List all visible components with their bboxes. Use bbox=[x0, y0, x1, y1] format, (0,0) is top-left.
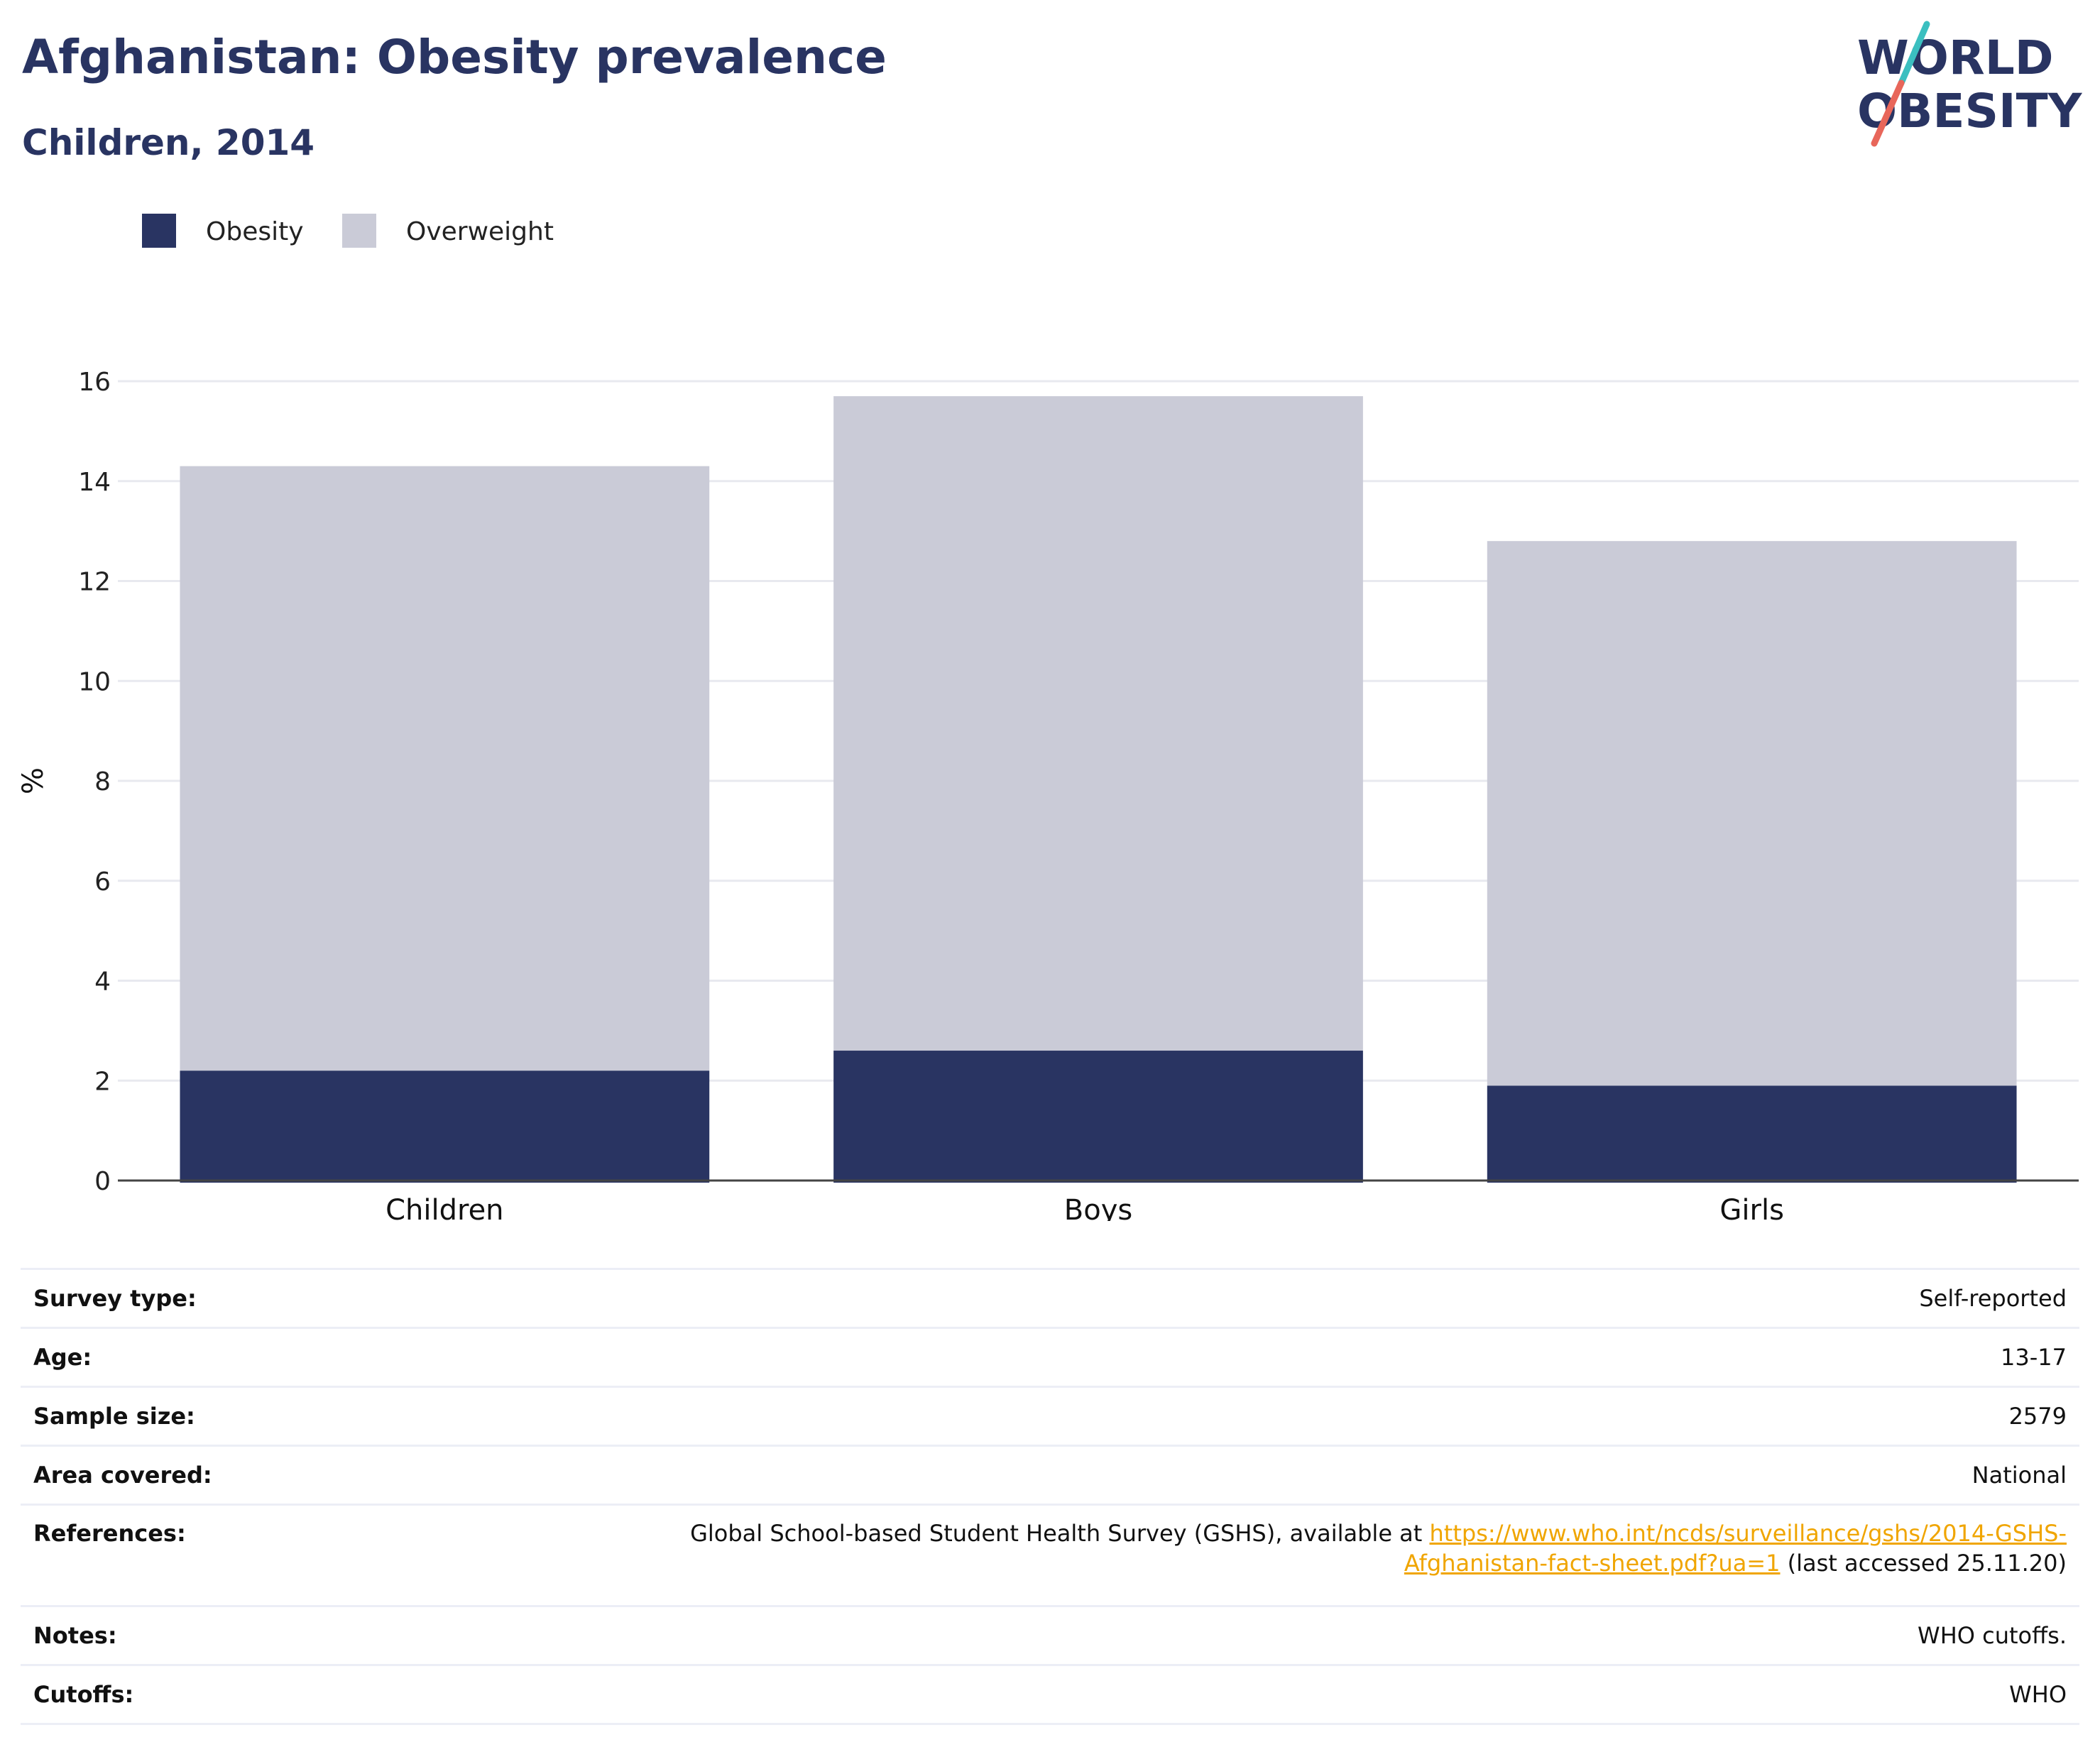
legend: Obesity Overweight bbox=[142, 214, 554, 248]
references-link[interactable]: https://www.who.int/ncds/surveillance/gs… bbox=[1404, 1520, 2067, 1577]
info-row-area-covered: Area covered: National bbox=[21, 1445, 2079, 1505]
references-label: References: bbox=[33, 1520, 186, 1547]
references-text-before: Global School-based Student Health Surve… bbox=[690, 1520, 1430, 1547]
y-axis-title: % bbox=[17, 767, 50, 794]
notes-value: WHO cutoffs. bbox=[1918, 1622, 2067, 1649]
bar-overweight-boys bbox=[833, 396, 1363, 1051]
notes-label: Notes: bbox=[33, 1622, 117, 1649]
info-row-references: References: Global School-based Student … bbox=[21, 1504, 2079, 1606]
info-row-sample-size: Sample size: 2579 bbox=[21, 1386, 2079, 1446]
survey-info-table: Survey type: Self-reported Age: 13-17 Sa… bbox=[21, 1268, 2079, 1725]
y-tick-labels: 0 2 4 6 8 10 12 14 16 bbox=[78, 368, 111, 1196]
legend-label-overweight: Overweight bbox=[406, 217, 554, 246]
legend-swatch-overweight bbox=[342, 214, 376, 248]
y-tick-label: 2 bbox=[94, 1067, 111, 1096]
bar-obesity-children bbox=[180, 1070, 710, 1183]
sample-size-label: Sample size: bbox=[33, 1403, 195, 1430]
stacked-bar-chart: Obesity Overweight 0 2 4 6 8 10 12 14 16 Children… bbox=[17, 214, 2079, 1221]
info-row-notes: Notes: WHO cutoffs. bbox=[21, 1606, 2079, 1665]
x-tick-label-boys: Boys bbox=[1064, 1194, 1132, 1221]
bar-overweight-girls bbox=[1487, 541, 2017, 1086]
y-tick-label: 12 bbox=[78, 568, 111, 597]
cutoffs-value: WHO bbox=[2009, 1681, 2067, 1708]
survey-type-value: Self-reported bbox=[1919, 1285, 2067, 1312]
y-tick-label: 14 bbox=[78, 468, 111, 497]
area-covered-value: National bbox=[1972, 1462, 2067, 1489]
legend-label-obesity: Obesity bbox=[206, 217, 304, 246]
references-link-line2[interactable]: Afghanistan-fact-sheet.pdf?ua=1 bbox=[1404, 1550, 1781, 1577]
info-row-age: Age: 13-17 bbox=[21, 1327, 2079, 1387]
bar-obesity-boys bbox=[833, 1051, 1363, 1183]
sample-size-value: 2579 bbox=[2008, 1403, 2067, 1430]
bar-overweight-children bbox=[180, 466, 710, 1071]
y-tick-label: 4 bbox=[94, 968, 111, 997]
bars bbox=[118, 396, 2079, 1183]
y-tick-label: 16 bbox=[78, 368, 111, 397]
legend-swatch-obesity bbox=[142, 214, 176, 248]
area-covered-label: Area covered: bbox=[33, 1462, 212, 1489]
y-tick-label: 10 bbox=[78, 667, 111, 696]
logo-slash-coral bbox=[1871, 80, 1905, 147]
y-tick-label: 6 bbox=[94, 867, 111, 897]
info-row-survey-type: Survey type: Self-reported bbox=[21, 1269, 2079, 1328]
y-tick-label: 0 bbox=[94, 1167, 111, 1196]
x-tick-labels: Children Boys Girls bbox=[385, 1194, 1784, 1221]
y-tick-label: 8 bbox=[94, 767, 111, 796]
info-row-cutoffs: Cutoffs: WHO bbox=[21, 1665, 2079, 1724]
survey-type-label: Survey type: bbox=[33, 1285, 197, 1312]
chart-title: Afghanistan: Obesity prevalence bbox=[22, 30, 887, 84]
age-value: 13-17 bbox=[2001, 1344, 2067, 1371]
bar-obesity-girls bbox=[1487, 1085, 2017, 1183]
x-tick-label-children: Children bbox=[385, 1194, 503, 1221]
references-text-after: (last accessed 25.11.20) bbox=[1780, 1550, 2067, 1577]
logo-slash-teal bbox=[1898, 21, 1930, 87]
references-link-line1[interactable]: https://www.who.int/ncds/surveillance/gs… bbox=[1429, 1520, 2067, 1547]
logo-line1: WORLD bbox=[1857, 31, 2054, 85]
cutoffs-label: Cutoffs: bbox=[33, 1681, 134, 1708]
world-obesity-logo: WORLD OBESITY bbox=[1857, 21, 2083, 147]
age-label: Age: bbox=[33, 1344, 92, 1371]
chart-subtitle: Children, 2014 bbox=[22, 122, 315, 163]
references-value: Global School-based Student Health Surve… bbox=[472, 1505, 2079, 1606]
x-tick-label-girls: Girls bbox=[1719, 1194, 1784, 1221]
